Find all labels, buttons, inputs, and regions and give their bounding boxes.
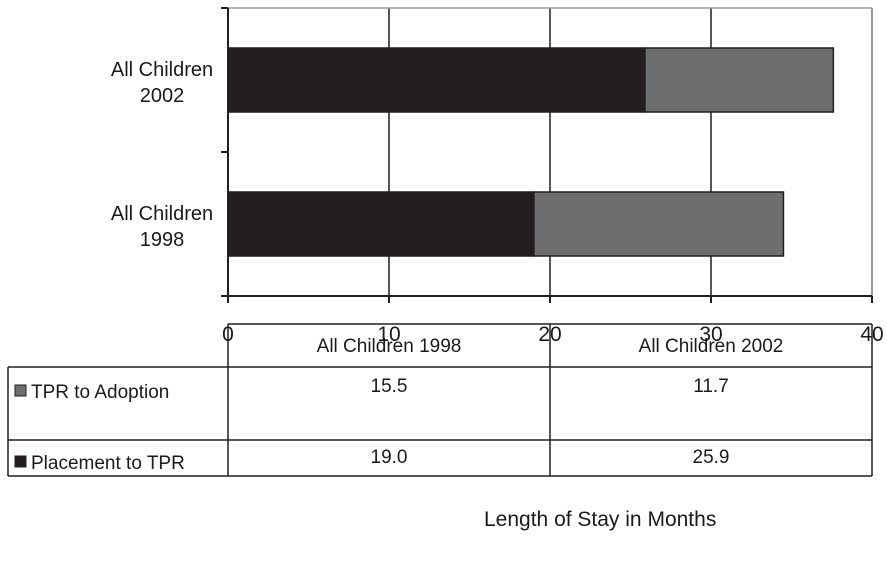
table-value-cell: 11.7: [693, 376, 729, 397]
category-label: All Children 2002: [111, 59, 213, 107]
x-tick-label: 30: [699, 323, 722, 346]
bar-segment: [227, 191, 535, 257]
table-row-label: Placement to TPR: [31, 453, 185, 474]
bar-segment: [533, 191, 785, 257]
category-label: All Children 1998: [111, 203, 213, 251]
x-tick-label: 10: [377, 323, 400, 346]
table-value-cell: 25.9: [693, 447, 730, 468]
table-header-cell: All Children 2002: [639, 336, 784, 357]
table-header-cell: All Children 1998: [317, 336, 462, 357]
bar-segment: [644, 47, 835, 113]
table-value-cell: 15.5: [371, 376, 408, 397]
legend-swatch: [14, 455, 27, 468]
x-axis-title: Length of Stay in Months: [484, 508, 717, 531]
category-labels: All Children 1998 All Children 2002: [111, 59, 213, 251]
bars: [227, 47, 835, 257]
category-label-line: All Children: [111, 59, 213, 81]
table-row-label: TPR to Adoption: [31, 382, 169, 403]
axes: [221, 7, 873, 303]
bar-segment: [227, 47, 646, 113]
data-table: All Children 1998 All Children 2002 TPR to…: [7, 323, 873, 477]
table-value-cell: 19.0: [371, 447, 408, 468]
category-label-line: 1998: [140, 229, 185, 251]
category-label-line: All Children: [111, 203, 213, 225]
category-label-line: 2002: [140, 85, 185, 107]
legend-swatch: [14, 384, 27, 397]
